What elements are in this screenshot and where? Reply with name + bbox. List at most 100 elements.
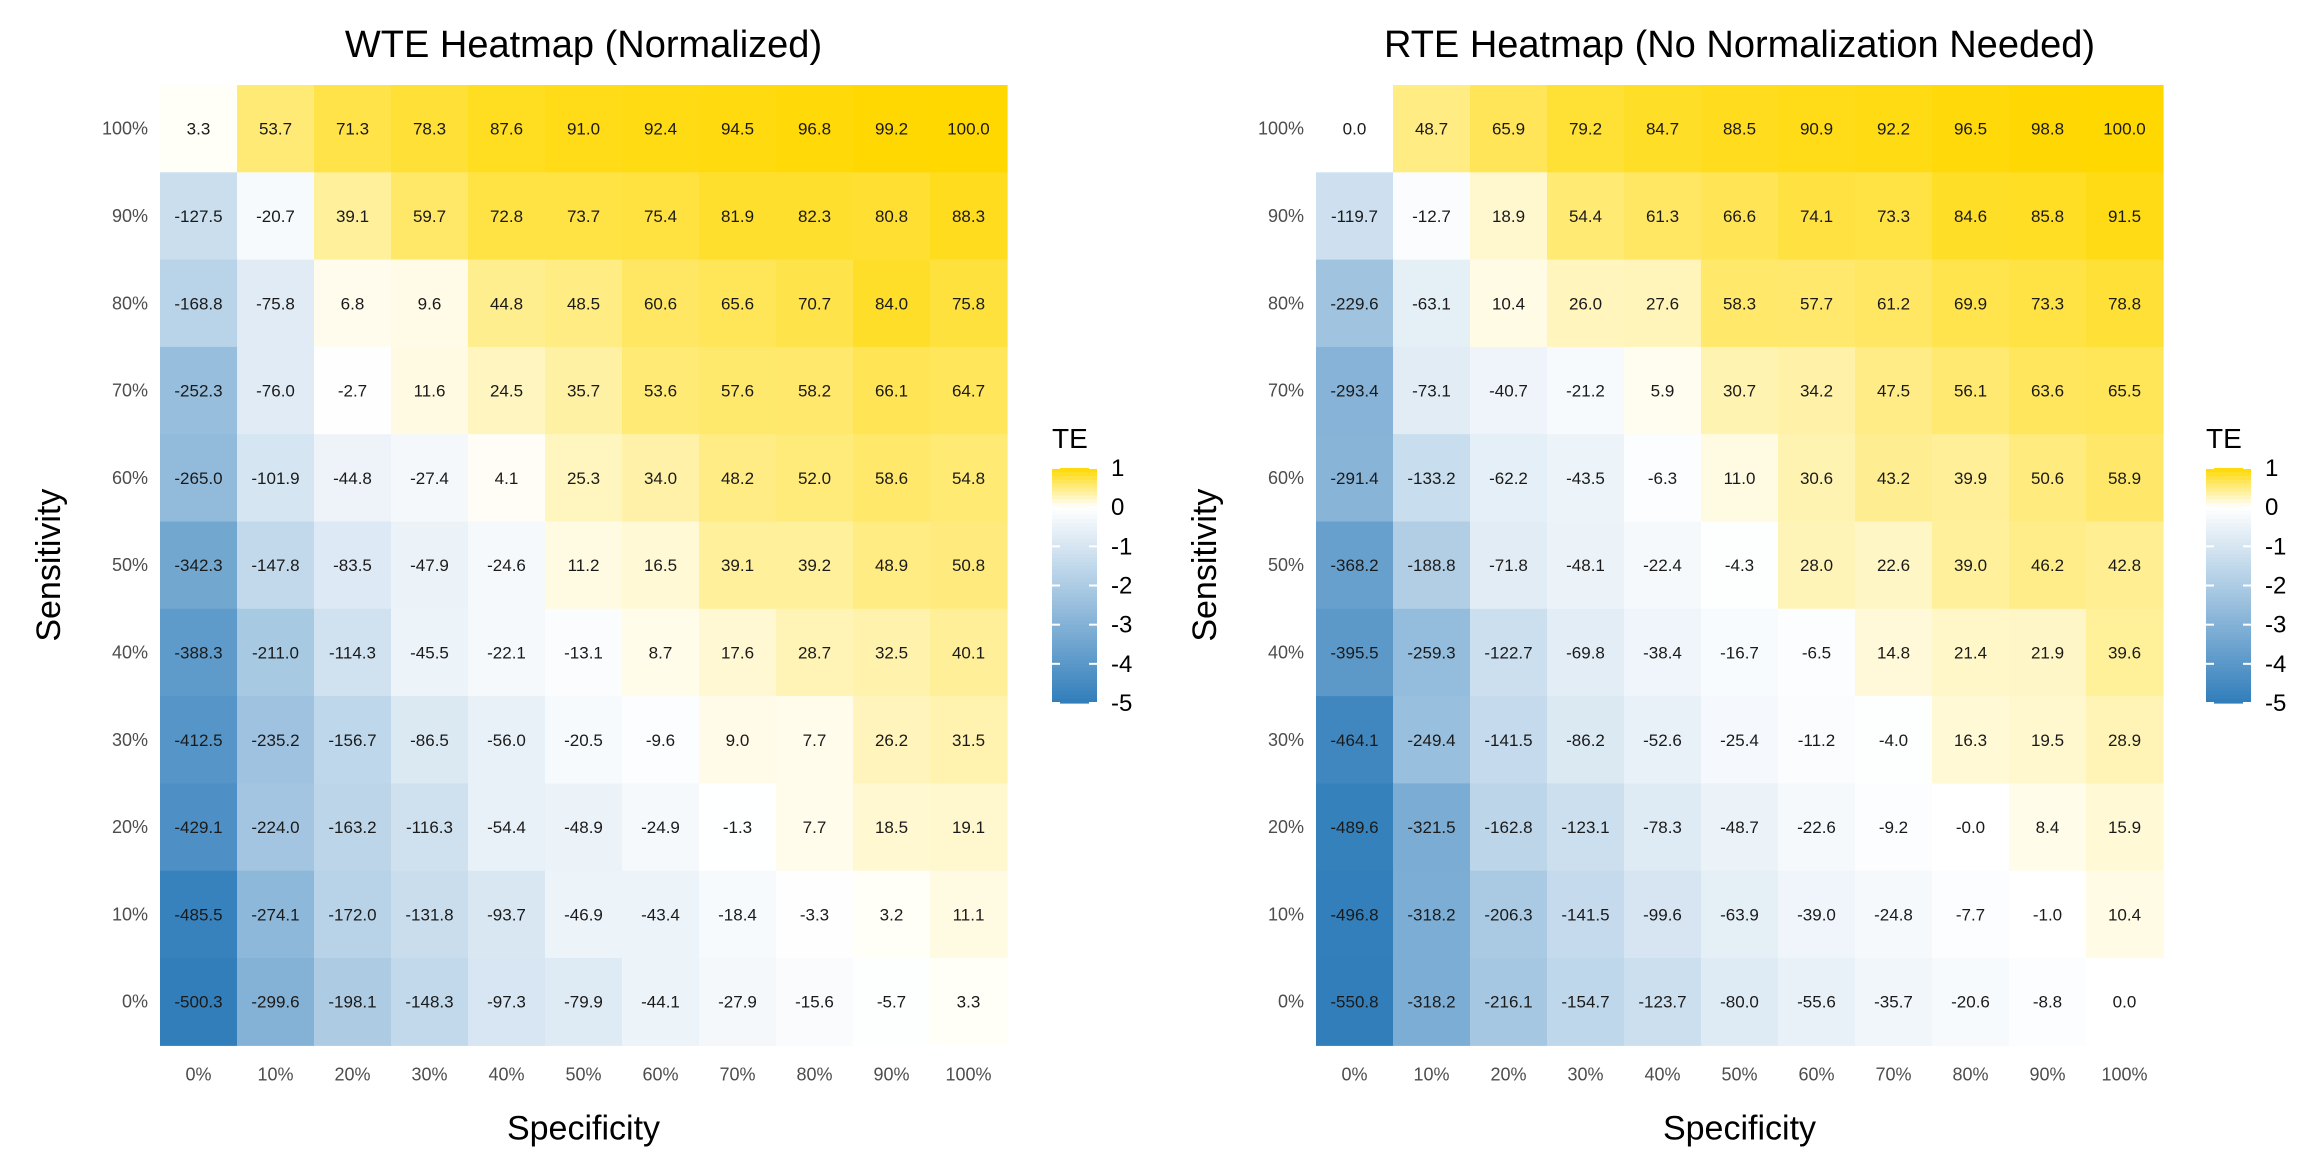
legend-tick-label: -5 [1111, 690, 1132, 717]
legend-gradient-segment [1052, 663, 1097, 669]
cell-value-label: -15.6 [795, 993, 834, 1012]
cell-value-label: -429.1 [174, 818, 222, 837]
heatmap-cell [391, 696, 469, 784]
legend-gradient-segment [1052, 483, 1097, 489]
heatmap-cell [1316, 870, 1394, 959]
cell-value-label: -464.1 [1330, 731, 1378, 750]
legend-gradient-segment [1052, 499, 1097, 504]
cell-value-label: -11.2 [1798, 731, 1836, 750]
heatmap-cell [1778, 434, 1856, 523]
cell-value-label: 18.9 [1492, 207, 1525, 226]
heatmap-cell [930, 85, 1008, 173]
heatmap-cell [1624, 172, 1702, 261]
legend-gradient-segment [2206, 699, 2251, 704]
cell-value-label: -46.9 [564, 905, 603, 924]
legend-gradient-segment [2206, 483, 2251, 489]
heatmap-cell [1316, 259, 1394, 348]
cell-value-label: -47.9 [410, 556, 449, 575]
cell-value-label: -6.3 [1648, 469, 1677, 488]
heatmap-cell [2086, 259, 2164, 348]
legend-gradient-segment [2206, 530, 2251, 536]
cell-value-label: -485.5 [174, 905, 222, 924]
legend-gradient-segment [2206, 577, 2251, 583]
cell-value-label: 66.1 [875, 382, 908, 401]
legend-gradient-segment [1052, 648, 1097, 653]
cell-value-label: -123.7 [1638, 993, 1686, 1012]
cell-value-label: 88.3 [952, 207, 985, 226]
legend-gradient-segment [2206, 675, 2251, 681]
cell-value-label: -116.3 [406, 818, 453, 837]
heatmap-cell [237, 958, 315, 1046]
legend-gradient-segment [2206, 624, 2251, 630]
heatmap-cell [545, 172, 623, 261]
y-tick-label: 70% [112, 381, 148, 401]
cell-value-label: 84.0 [875, 294, 908, 313]
heatmap-cell [1624, 521, 1702, 610]
legend-gradient-segment [2206, 546, 2251, 551]
heatmap-cell [699, 172, 777, 261]
heatmap-cell [2086, 696, 2164, 784]
cell-value-label: -0.0 [1956, 818, 1985, 837]
cell-value-label: 16.3 [1954, 731, 1987, 750]
cell-value-label: 47.5 [1877, 382, 1910, 401]
cell-value-label: 11.1 [953, 905, 985, 924]
heatmap-cell [1316, 521, 1394, 610]
legend-gradient-segment [2206, 620, 2251, 626]
x-tick-label: 70% [1875, 1064, 1911, 1084]
legend-gradient-segment [1052, 491, 1097, 497]
heatmap-cell [1701, 172, 1779, 261]
y-tick-label: 90% [1268, 206, 1304, 226]
cell-value-label: -131.8 [405, 905, 453, 924]
heatmap-cell [468, 870, 546, 959]
heatmap-cell [160, 958, 238, 1046]
cell-value-label: -76.0 [256, 382, 295, 401]
heatmap-cell [314, 958, 392, 1046]
heatmap-cell [1932, 783, 2010, 872]
heatmap-cell [622, 870, 700, 959]
cell-value-label: 50.8 [952, 556, 985, 575]
heatmap-cell [545, 85, 623, 173]
heatmap-cell [930, 608, 1008, 697]
heatmap-cell [314, 172, 392, 261]
cell-value-label: -79.9 [564, 993, 603, 1012]
heatmap-cell [237, 259, 315, 348]
heatmap-cell [1701, 434, 1779, 523]
cell-value-label: -6.5 [1802, 643, 1831, 662]
legend-gradient-segment [1052, 695, 1097, 700]
legend-gradient-segment [1052, 515, 1097, 520]
heatmap-cell [2086, 521, 2164, 610]
legend-gradient-segment [2206, 526, 2251, 532]
heatmap-cell [1624, 958, 1702, 1046]
heatmap-cell [1701, 259, 1779, 348]
cell-value-label: -122.7 [1484, 643, 1532, 662]
cell-value-label: -13.1 [564, 643, 603, 662]
cell-value-label: 96.8 [798, 120, 831, 139]
heatmap-cell [1855, 783, 1933, 872]
heatmap-cell [930, 259, 1008, 348]
legend-gradient-segment [2206, 487, 2251, 493]
heatmap-cell [468, 696, 546, 784]
cell-value-label: -80.0 [1720, 993, 1759, 1012]
cell-value-label: -63.1 [1412, 294, 1451, 313]
legend-gradient-segment [1052, 534, 1097, 540]
heatmap-cell [776, 434, 854, 523]
cell-value-label: 19.1 [952, 818, 985, 837]
heatmap-cell [1932, 958, 2010, 1046]
cell-value-label: 94.5 [721, 120, 754, 139]
heatmap-cell [237, 434, 315, 523]
x-tick-label: 60% [642, 1064, 678, 1084]
heatmap-cell [1393, 783, 1471, 872]
cell-value-label: -318.2 [1407, 905, 1455, 924]
legend-gradient-segment [2206, 667, 2251, 673]
heatmap-cell [2009, 608, 2087, 697]
legend-gradient-segment [1052, 503, 1097, 508]
heatmap-cell [1393, 521, 1471, 610]
heatmap-cell [1470, 608, 1548, 697]
heatmap-cell [2009, 172, 2087, 261]
legend-gradient-segment [2206, 628, 2251, 634]
heatmap-cell [2086, 870, 2164, 959]
heatmap-cell [237, 696, 315, 784]
cell-value-label: -2.7 [338, 382, 367, 401]
cell-value-label: 91.0 [567, 120, 600, 139]
